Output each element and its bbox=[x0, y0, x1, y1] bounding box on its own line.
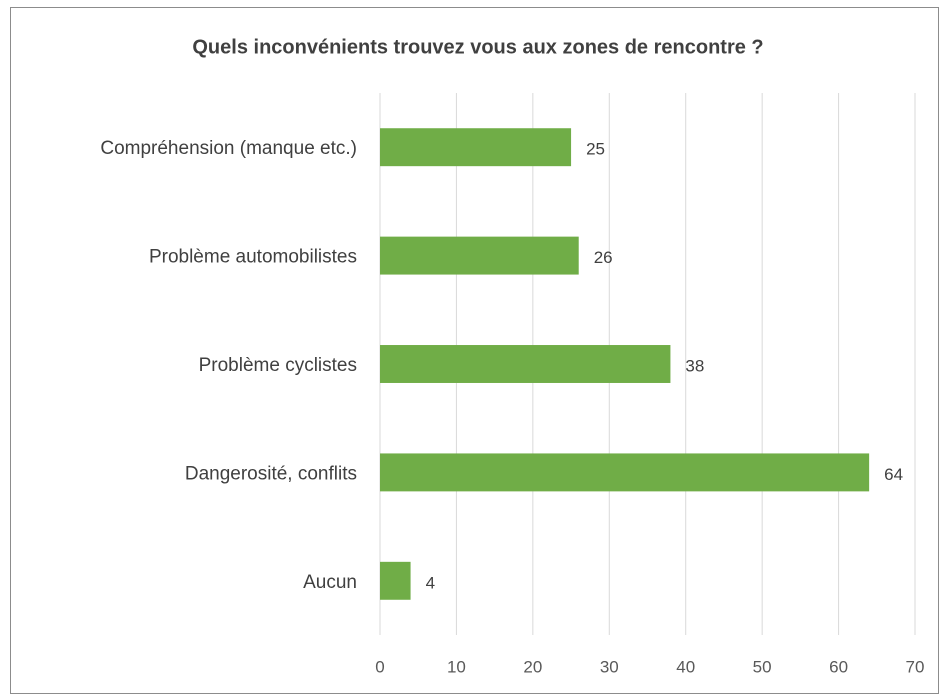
data-label: 26 bbox=[594, 248, 613, 267]
x-tick-label: 30 bbox=[600, 657, 619, 676]
y-tick-label: Dangerosité, conflits bbox=[185, 463, 357, 484]
x-tick-label: 10 bbox=[447, 657, 466, 676]
bar bbox=[380, 236, 579, 275]
x-tick-label: 50 bbox=[753, 657, 772, 676]
x-tick-label: 70 bbox=[906, 657, 925, 676]
data-label: 64 bbox=[884, 465, 903, 484]
y-tick-label: Problème automobilistes bbox=[149, 247, 357, 268]
bar bbox=[380, 561, 411, 600]
bar bbox=[380, 345, 671, 383]
y-tick-label: Compréhension (manque etc.) bbox=[100, 138, 357, 159]
y-tick-label: Aucun bbox=[303, 572, 357, 593]
x-tick-label: 20 bbox=[523, 657, 542, 676]
data-label: 4 bbox=[426, 573, 435, 592]
x-tick-label: 60 bbox=[829, 657, 848, 676]
data-label: 25 bbox=[586, 140, 605, 159]
x-tick-label: 40 bbox=[676, 657, 695, 676]
chart-title: Quels inconvénients trouvez vous aux zon… bbox=[192, 36, 763, 58]
bar bbox=[380, 453, 870, 492]
data-label: 38 bbox=[685, 356, 704, 375]
x-tick-label: 0 bbox=[375, 657, 384, 676]
bar bbox=[380, 128, 572, 167]
y-tick-label: Problème cyclistes bbox=[199, 355, 357, 376]
